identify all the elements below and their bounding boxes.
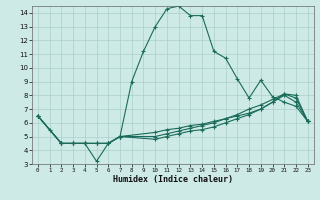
X-axis label: Humidex (Indice chaleur): Humidex (Indice chaleur) (113, 175, 233, 184)
